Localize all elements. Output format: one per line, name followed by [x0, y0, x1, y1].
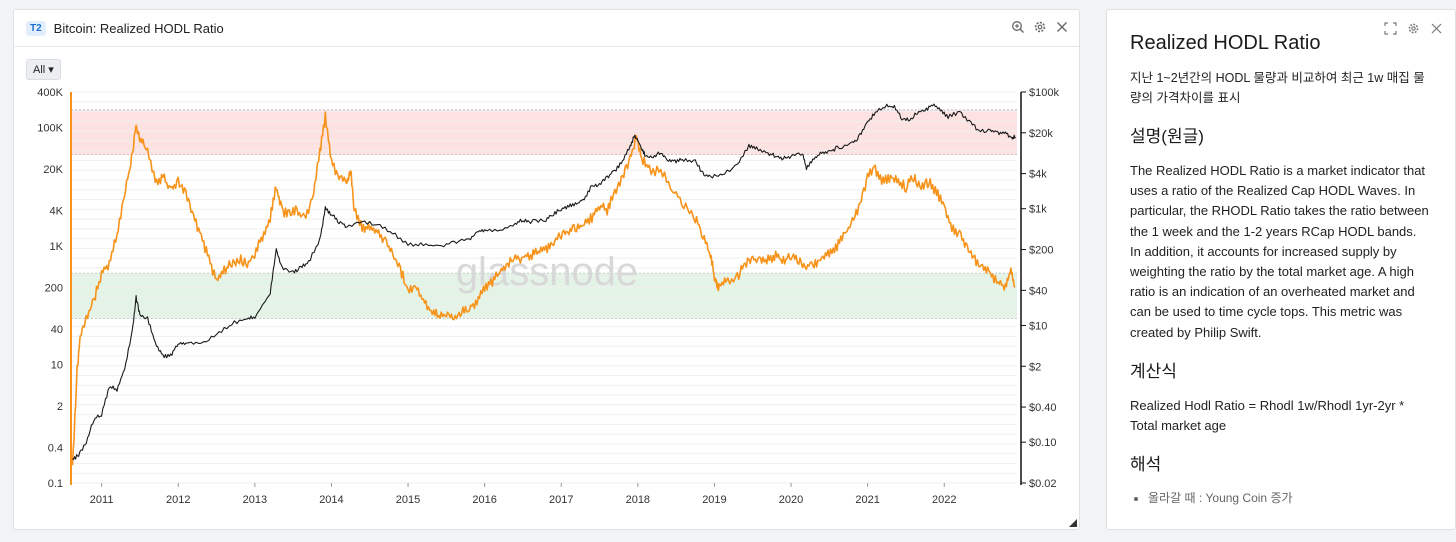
y-left-tick-label: 1K — [50, 241, 64, 253]
close-icon[interactable] — [1430, 22, 1443, 35]
chart-header-icons — [1011, 20, 1069, 34]
info-header-icons — [1384, 22, 1443, 35]
section-heading-formula: 계산식 — [1130, 361, 1177, 381]
info-subtitle: 지난 1~2년간의 HODL 물량과 비교하여 최근 1w 매집 물량의 가격차… — [1130, 71, 1425, 105]
close-icon[interactable] — [1055, 20, 1069, 34]
info-title: Realized HODL Ratio — [1130, 32, 1321, 54]
zoom-icon[interactable] — [1011, 20, 1025, 34]
chart-axes: 400K 100K 20K 4K 1K 200 40 10 2 0.4 0.1 $100k $20k $4… — [37, 87, 1059, 506]
y-right-tick-label: $2 — [1029, 361, 1041, 373]
y-left-tick-label: 0.1 — [48, 478, 63, 490]
y-right-tick-label: $0.10 — [1029, 437, 1057, 449]
band-undervalued — [71, 273, 1017, 319]
y-left-tick-label: 40 — [51, 324, 63, 336]
y-right-tick-label: $1k — [1029, 204, 1047, 216]
info-body: Realized HODL Ratio 지난 1~2년간의 HODL 물량과 비… — [1130, 30, 1430, 506]
x-tick-label: 2014 — [319, 494, 343, 506]
band-overheated — [71, 109, 1017, 155]
tier-badge: T2 — [26, 20, 46, 36]
x-tick-label: 2019 — [702, 494, 726, 506]
y-left-tick-label: 10 — [51, 360, 63, 372]
gear-icon[interactable] — [1407, 22, 1420, 35]
y-right-tick-label: $40 — [1029, 285, 1047, 297]
chart-title: Bitcoin: Realized HODL Ratio — [53, 20, 224, 36]
section-heading-interpretation: 해석 — [1130, 455, 1162, 475]
y-left-tick-label: 4K — [50, 205, 64, 217]
y-left-tick-label: 0.4 — [48, 442, 63, 454]
x-tick-label: 2013 — [243, 494, 267, 506]
x-tick-label: 2018 — [626, 494, 650, 506]
y-left-tick-label: 200 — [45, 283, 63, 295]
y-right-tick-label: $0.02 — [1029, 478, 1057, 490]
rhodl-ratio-line — [71, 111, 1016, 466]
section-heading-description: 설명(원글) — [1130, 127, 1204, 146]
btc-price-line — [72, 103, 1016, 461]
y-left-tick-label: 100K — [37, 123, 63, 135]
x-tick-label: 2016 — [472, 494, 496, 506]
chart-header: T2 Bitcoin: Realized HODL Ratio — [14, 10, 1079, 47]
chart-panel: T2 Bitcoin: Realized HODL Ratio All ▾ gl… — [13, 9, 1080, 530]
gear-icon[interactable] — [1033, 20, 1047, 34]
y-left-tick-label: 20K — [43, 164, 63, 176]
x-tick-label: 2011 — [90, 494, 114, 506]
y-right-tick-label: $0.40 — [1029, 402, 1057, 414]
y-right-tick-label: $20k — [1029, 128, 1053, 140]
x-tick-label: 2012 — [166, 494, 190, 506]
x-tick-label: 2020 — [779, 494, 803, 506]
y-right-tick-label: $10 — [1029, 320, 1047, 332]
threshold-bands — [71, 109, 1017, 319]
x-tick-label: 2022 — [932, 494, 956, 506]
x-tick-label: 2021 — [855, 494, 879, 506]
section-text-formula: Realized Hodl Ratio = Rhodl 1w/Rhodl 1yr… — [1130, 397, 1405, 434]
y-left-tick-label: 2 — [57, 401, 63, 413]
y-right-tick-label: $100k — [1029, 87, 1059, 99]
x-tick-label: 2015 — [396, 494, 420, 506]
interpretation-list: 올라갈 때 : Young Coin 증가 — [1130, 489, 1430, 506]
expand-icon[interactable] — [1384, 22, 1397, 35]
chart-series — [71, 103, 1016, 466]
info-panel: Realized HODL Ratio 지난 1~2년간의 HODL 물량과 비… — [1106, 9, 1456, 530]
list-item: 올라갈 때 : Young Coin 증가 — [1148, 489, 1430, 506]
resize-handle[interactable] — [1069, 519, 1077, 527]
y-right-tick-label: $4k — [1029, 169, 1047, 181]
y-right-tick-label: $200 — [1029, 245, 1053, 257]
time-range-dropdown[interactable]: All ▾ — [26, 59, 61, 80]
y-left-tick-label: 400K — [37, 87, 63, 99]
x-tick-label: 2017 — [549, 494, 573, 506]
chart-plot: glassnode 400K100K20K4K1K200401020.40.1$… — [37, 87, 1059, 506]
section-text-description: The Realized HODL Ratio is a market indi… — [1130, 163, 1429, 340]
